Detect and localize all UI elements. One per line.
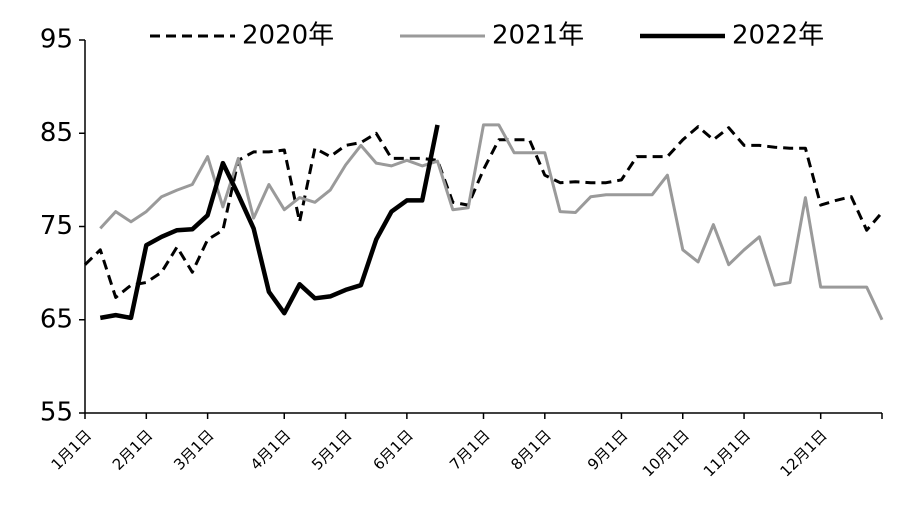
x-tick-label: 7月1日 (446, 426, 493, 473)
x-tick-label: 10月1日 (639, 426, 693, 480)
x-tick-label: 6月1日 (369, 426, 416, 473)
y-tick-label: 55 (40, 398, 73, 428)
y-tick-label: 85 (40, 118, 73, 148)
x-tick-label: 1月1日 (48, 426, 95, 473)
x-tick-label: 12月1日 (777, 426, 831, 480)
x-tick-label: 9月1日 (584, 426, 631, 473)
x-tick-label: 5月1日 (308, 426, 355, 473)
legend-label: 2021年 (492, 21, 584, 51)
series-line (99, 124, 440, 321)
legend-label: 2022年 (732, 21, 824, 51)
x-tick-label: 11月1日 (700, 426, 754, 480)
legend-label: 2020年 (242, 21, 334, 51)
y-tick-label: 65 (40, 304, 73, 334)
y-tick-label: 95 (40, 25, 73, 55)
x-tick-label: 2月1日 (109, 426, 156, 473)
x-tick-label: 8月1日 (507, 426, 554, 473)
x-tick-label: 3月1日 (170, 426, 217, 473)
series-line (83, 125, 884, 299)
x-tick-label: 4月1日 (247, 426, 294, 473)
y-tick-label: 75 (40, 211, 73, 241)
